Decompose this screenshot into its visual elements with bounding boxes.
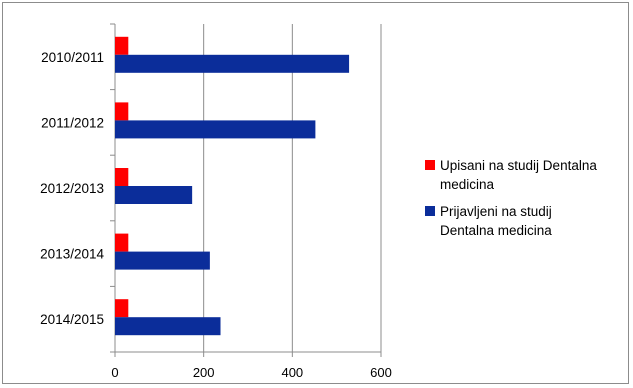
- legend-swatch-1: [425, 206, 435, 216]
- bar-upisani-0: [115, 36, 129, 55]
- bar-prijavljeni-0: [115, 54, 350, 73]
- category-label-1: 2011/2012: [41, 115, 104, 130]
- gridlines: [203, 24, 382, 352]
- tick-labels: 2010/2011 2011/2012 2012/2013 2013/2014 2014…: [40, 50, 392, 380]
- value-tick-label-3: 600: [370, 365, 392, 380]
- category-label-0: 2010/2011: [41, 50, 104, 65]
- bar-upisani-1: [115, 102, 129, 121]
- bar-prijavljeni-4: [115, 317, 221, 336]
- category-label-2: 2012/2013: [40, 181, 104, 196]
- legend-label-0: Upisani na studij Dentalna medicina: [440, 158, 597, 192]
- category-label-3: 2013/2014: [40, 247, 104, 262]
- bars: [115, 36, 350, 336]
- legend-swatch-0: [425, 160, 435, 170]
- bar-upisani-2: [115, 168, 129, 186]
- category-label-4: 2014/2015: [40, 312, 104, 327]
- bar-upisani-3: [115, 233, 129, 252]
- legend-label-1: Prijavljeni na studij Dentalna medicina: [440, 204, 552, 238]
- value-tick-label-0: 0: [111, 365, 118, 380]
- value-tick-label-2: 400: [281, 365, 303, 380]
- value-tick-label-1: 200: [193, 365, 215, 380]
- bar-prijavljeni-1: [115, 120, 316, 139]
- bar-prijavljeni-2: [115, 186, 193, 204]
- legend: Upisani na studij Dentalna medicina Prijav…: [425, 158, 597, 238]
- bar-prijavljeni-3: [115, 251, 210, 270]
- bar-upisani-4: [115, 299, 129, 318]
